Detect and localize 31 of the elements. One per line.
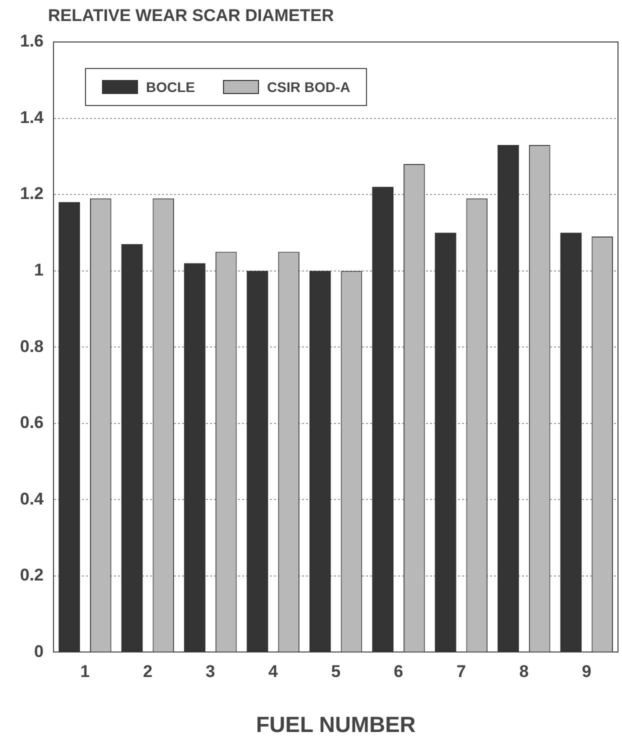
legend-label: BOCLE [146, 79, 195, 95]
x-tick-label: 3 [206, 662, 216, 682]
bar [58, 202, 80, 652]
bar [309, 270, 331, 652]
bar [434, 232, 456, 652]
x-tick-label: 4 [268, 662, 278, 682]
x-tick-label: 1 [80, 662, 90, 682]
x-tick-label: 7 [456, 662, 466, 682]
y-tick-label: 1.2 [20, 184, 44, 204]
x-tick-label: 8 [519, 662, 529, 682]
x-tick-label: 9 [582, 662, 592, 682]
y-tick-label: 0 [34, 642, 44, 661]
y-tick-label: 1 [34, 260, 44, 280]
x-tick-label: 2 [142, 662, 152, 682]
y-tick-label: 0.8 [20, 336, 44, 356]
bar [184, 263, 206, 652]
y-tick-label: 1.4 [20, 108, 44, 127]
bar [121, 244, 143, 652]
y-tick-label: 1.6 [20, 32, 44, 51]
y-tick-label: 0.2 [20, 566, 44, 585]
x-tick-label: 5 [331, 662, 341, 682]
bar [498, 144, 519, 652]
x-axis-title: FUEL NUMBER [256, 712, 416, 737]
bar [372, 186, 394, 652]
x-tick-label: 6 [394, 662, 404, 682]
y-tick-label: 0.4 [20, 489, 44, 508]
y-axis-title: RELATIVE WEAR SCAR DIAMETER [48, 6, 334, 26]
bar [560, 232, 582, 652]
legend-label: CSIR BOD-A [267, 79, 350, 95]
bar [246, 270, 268, 652]
y-tick-label: 0.6 [20, 413, 44, 432]
